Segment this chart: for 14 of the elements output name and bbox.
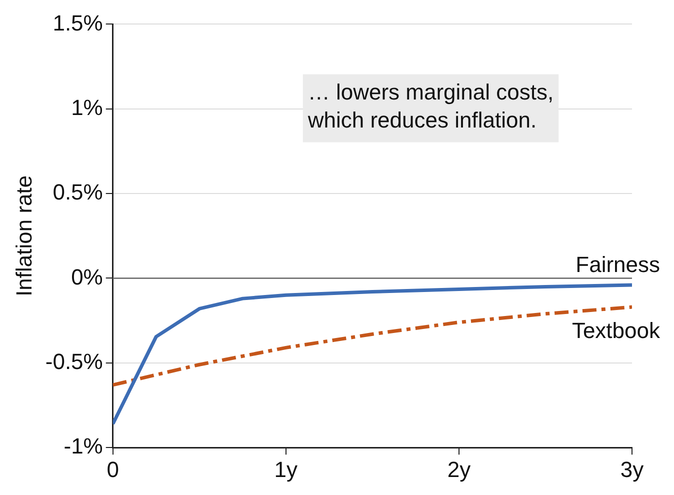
y-tick-label: 0.5%: [52, 180, 103, 205]
x-tick-label: 2y: [447, 456, 471, 482]
series-label: Textbook: [572, 318, 661, 344]
x-tick-label: 3y: [620, 456, 644, 482]
y-tick-label: -0.5%: [45, 348, 103, 374]
series-label: Fairness: [576, 252, 660, 278]
y-tick-label: 0%: [71, 264, 103, 290]
y-tick-label: 1%: [71, 94, 103, 120]
x-tick-label: 0: [106, 456, 119, 482]
y-tick-label: 1.5%: [52, 10, 103, 36]
x-tick-label: 1y: [274, 456, 298, 482]
y-axis-title: Inflation rate: [11, 175, 36, 296]
annotation: … lowers marginal costs, which reduces inflation.: [306, 79, 554, 132]
y-tick-label: -1%: [64, 434, 103, 459]
